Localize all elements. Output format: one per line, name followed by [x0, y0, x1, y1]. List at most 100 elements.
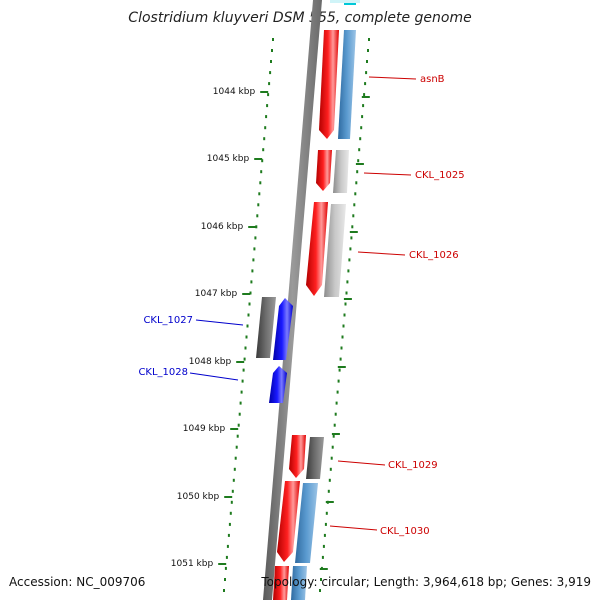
gene-label-CKL_1027-leader [195, 319, 244, 326]
gene-label-CKL_1027[interactable]: CKL_1027 [143, 315, 244, 326]
gene-label-CKL_1029-text[interactable]: CKL_1029 [388, 460, 438, 471]
ruler-dot-right [321, 555, 324, 559]
next-gene-blast-hit[interactable] [291, 566, 307, 600]
ruler-dot-left [259, 181, 262, 185]
ruler-dot-right [320, 578, 322, 581]
gene-CKL_1027-arrow[interactable] [273, 298, 293, 360]
gene-label-CKL_1030[interactable]: CKL_1030 [329, 525, 430, 537]
gene-CKL_1030-blast-hit[interactable] [295, 483, 318, 563]
ruler-dot-right [335, 401, 338, 405]
gene-CKL_1029-features[interactable] [289, 435, 324, 479]
ruler-dot-left [266, 104, 269, 108]
ruler-dot-right [350, 236, 353, 240]
ruler-major-tick-right [337, 366, 346, 368]
ruler-dot-right [368, 38, 370, 41]
next-gene-arrow[interactable] [273, 566, 289, 600]
gene-label-CKL_1027-text[interactable]: CKL_1027 [143, 315, 193, 326]
ruler-dot-left [237, 423, 240, 427]
gene-asnB-blast-hit[interactable] [338, 30, 356, 139]
ruler-dot-left [260, 170, 263, 174]
ruler-dot-right [358, 148, 361, 152]
gene-label-CKL_1026-text[interactable]: CKL_1026 [409, 250, 459, 261]
ruler-dot-right [339, 357, 342, 361]
ruler-dot-right [352, 214, 355, 218]
ruler-dot-left [257, 203, 260, 207]
ruler-dot-left [229, 511, 232, 515]
gene-CKL_1027-blast-hit[interactable] [256, 297, 276, 358]
gene-asnB-arrow[interactable] [319, 30, 339, 139]
gene-CKL_1028-arrow[interactable] [269, 366, 287, 403]
ruler-dot-right [349, 247, 352, 251]
ruler-dot-left [262, 148, 265, 152]
gene-CKL_1030-arrow[interactable] [277, 481, 300, 562]
ruler-dot-left [239, 401, 242, 405]
gene-CKL_1029-arrow[interactable] [289, 435, 306, 478]
ruler-tick-label: 1047 kbp [195, 289, 238, 299]
ruler-dot-right [322, 544, 325, 548]
ruler-dot-right [351, 225, 354, 229]
topology-text: Topology: circular; Length: 3,964,618 bp… [260, 575, 591, 589]
ruler-dot-right [356, 170, 359, 174]
ruler-dot-left [230, 500, 233, 504]
ruler-dot-right [323, 533, 326, 537]
gene-CKL_1025-features[interactable] [316, 150, 349, 193]
ruler-dot-right [330, 456, 333, 460]
ruler-dot-left [255, 225, 258, 229]
ruler-dot-right [347, 269, 350, 273]
ruler-dot-left [233, 467, 236, 471]
gene-label-CKL_1029-leader [337, 460, 386, 466]
next-gene-features[interactable] [273, 566, 307, 600]
ruler-dot-left [261, 159, 264, 163]
ruler-dot-left [223, 589, 225, 592]
ruler-dot-right [327, 489, 330, 493]
ruler-dot-right [361, 115, 364, 119]
ruler-major-tick-right [355, 163, 364, 165]
gene-CKL_1025-blast-hit[interactable] [333, 150, 349, 193]
ruler-dot-left [244, 346, 247, 350]
gene-label-asnB-text[interactable]: asnB [420, 74, 445, 85]
ruler-dot-left [252, 258, 255, 262]
ruler-tick-label: 1048 kbp [189, 357, 232, 367]
ruler-dot-left [250, 280, 253, 284]
gene-label-CKL_1025-text[interactable]: CKL_1025 [415, 170, 465, 181]
ruler-major-tick [242, 293, 251, 295]
ruler-dot-left [267, 93, 270, 97]
gene-label-CKL_1025[interactable]: CKL_1025 [363, 170, 465, 181]
gene-label-CKL_1026[interactable]: CKL_1026 [357, 250, 459, 261]
ruler-dot-left [224, 566, 227, 570]
gene-CKL_1027-features[interactable] [256, 297, 293, 360]
ruler-dot-left [272, 38, 274, 41]
ruler-dot-left [234, 456, 237, 460]
ruler-dot-left [235, 445, 238, 449]
gene-CKL_1026-arrow[interactable] [306, 202, 328, 296]
gene-CKL_1026-blast-hit[interactable] [324, 204, 346, 297]
gene-label-CKL_1028[interactable]: CKL_1028 [138, 367, 239, 381]
ruler-dot-right [331, 445, 334, 449]
ruler-major-tick-right [343, 298, 352, 300]
ruler-ticks: 1044 kbp 1045 kbp 1046 kbp 1047 kbp 1048 kbp… [171, 87, 370, 570]
ruler-dot-right [357, 159, 360, 163]
accession-text: Accession: NC_009706 [9, 575, 145, 589]
gene-CKL_1028-features[interactable] [269, 366, 287, 403]
gene-CKL_1030-features[interactable] [277, 481, 318, 563]
ruler-dot-left [258, 192, 261, 196]
gene-label-CKL_1030-leader [329, 525, 378, 531]
gene-label-asnB-leader [368, 76, 417, 80]
gene-CKL_1026-features[interactable] [306, 202, 346, 297]
ruler-dot-left [251, 269, 254, 273]
ruler-major-tick [254, 158, 263, 160]
gene-label-CKL_1028-text[interactable]: CKL_1028 [138, 367, 188, 378]
ruler-dot-right [366, 60, 368, 63]
gene-CKL_1025-arrow[interactable] [316, 150, 332, 191]
ruler-dot-right [354, 192, 357, 196]
gene-label-asnB[interactable]: asnB [368, 74, 445, 85]
ruler-dot-right [363, 93, 366, 97]
gene-asnB-features[interactable] [319, 30, 356, 139]
gene-label-CKL_1025-leader [363, 172, 412, 176]
ruler-dot-right [364, 82, 367, 86]
gene-CKL_1029-blast-hit[interactable] [306, 437, 324, 479]
gene-label-CKL_1030-text[interactable]: CKL_1030 [380, 526, 430, 537]
ruler-tick-label: 1051 kbp [171, 559, 214, 569]
gene-label-CKL_1029[interactable]: CKL_1029 [337, 460, 438, 471]
ruler-major-tick [260, 91, 269, 93]
